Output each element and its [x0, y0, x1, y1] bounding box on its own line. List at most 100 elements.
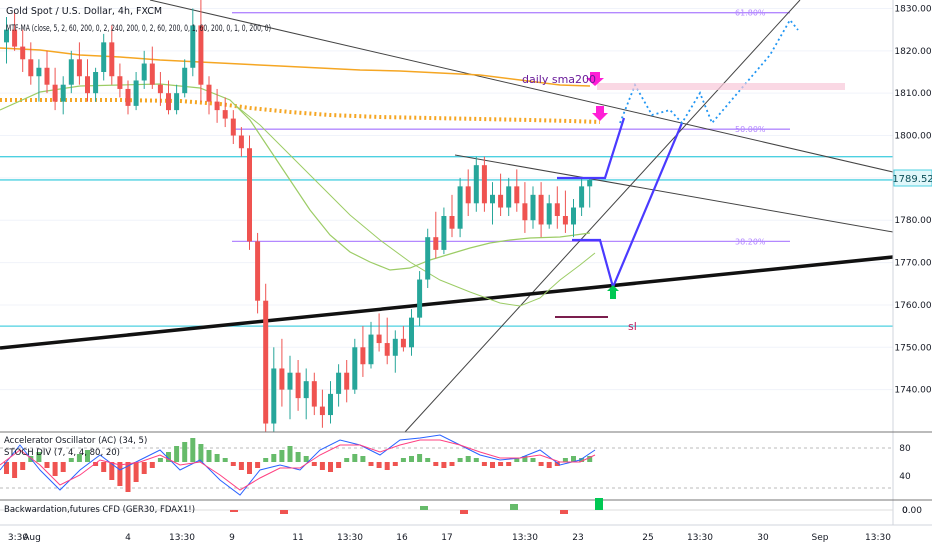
- ac-bar-1: [12, 462, 18, 478]
- ac-bar-14: [117, 462, 123, 486]
- ac-bar-9: [76, 454, 82, 462]
- ac-bar-29: [238, 462, 244, 470]
- bw-bar-0: [230, 510, 238, 512]
- bw-title[interactable]: Backwardation,futures CFD (GER30, FDAX1!…: [4, 505, 195, 515]
- ac-bar-28: [230, 462, 236, 466]
- candle-body-40: [328, 393, 333, 416]
- bw-tick-0: 0.00: [902, 506, 922, 516]
- rising-trendline[interactable]: [404, 0, 801, 433]
- ac-bar-70: [571, 456, 576, 462]
- candle-body-9: [76, 59, 82, 77]
- candle-body-29: [238, 135, 244, 149]
- fib-618-label: 61.80%: [735, 9, 766, 18]
- ac-bar-47: [384, 462, 390, 470]
- ac-bar-41: [336, 462, 342, 468]
- candle-body-69: [562, 216, 568, 225]
- candle-body-51: [417, 279, 423, 318]
- ac-bar-31: [255, 462, 261, 468]
- ac-bar-45: [368, 462, 374, 466]
- candle-body-50: [409, 317, 414, 348]
- ac-bar-64: [522, 456, 528, 462]
- bw-bar-5: [560, 510, 568, 514]
- trendlines: [0, 0, 894, 433]
- ac-bar-43: [352, 454, 358, 462]
- levels: 61.80% 50.00% 38.20%: [0, 9, 893, 327]
- time-label-7: 16: [396, 533, 408, 543]
- daily-sma-label: daily sma200: [522, 73, 596, 86]
- candle-body-64: [522, 203, 528, 221]
- time-label-10: 23: [572, 533, 583, 543]
- candle-body-39: [319, 406, 325, 416]
- ac-bar-36: [295, 452, 301, 462]
- ac-bar-7: [60, 462, 66, 472]
- time-label-5: 11: [292, 533, 303, 543]
- candle-body-30: [247, 148, 252, 242]
- mtf-line[interactable]: MTF-MA (close, 5, 2, 60, 200, 0, 2, 240,…: [6, 24, 271, 34]
- candle-body-24: [198, 25, 204, 85]
- ac-bar-8: [68, 458, 74, 462]
- support-trendline[interactable]: [0, 255, 894, 350]
- candle-body-0: [4, 29, 9, 43]
- candle-body-41: [336, 372, 342, 394]
- grid: [0, 7, 893, 391]
- candle-body-70: [571, 207, 576, 225]
- upper-trendline[interactable]: [149, 0, 894, 173]
- price-tick-8: 1750.00: [894, 343, 931, 353]
- price-axis: 1830.001820.001810.001800.001790.001780.…: [892, 0, 932, 525]
- ac-bar-48: [392, 462, 398, 466]
- stoch-d: [0, 439, 596, 491]
- candle-body-25: [206, 84, 212, 102]
- sma-down-arrow-2: [592, 106, 608, 121]
- target-up-arrow: [607, 285, 619, 299]
- bw-bars: [230, 498, 603, 514]
- projection-up-path[interactable]: [557, 117, 626, 180]
- candle-body-27: [222, 110, 228, 119]
- time-label-15: 13:30: [865, 533, 891, 543]
- ac-bar-30: [247, 462, 252, 474]
- ac-bar-0: [4, 462, 9, 474]
- time-label-2: 4: [125, 533, 131, 543]
- candle-body-42: [344, 372, 350, 390]
- candle-body-31: [255, 241, 261, 301]
- time-label-8: 17: [441, 533, 452, 543]
- candle-body-13: [109, 42, 115, 77]
- time-label-0: 3:30: [8, 533, 28, 543]
- current-price-text: 1789.52: [892, 174, 932, 185]
- time-label-3: 13:30: [169, 533, 195, 543]
- candle-body-14: [117, 76, 123, 89]
- ac-bar-62: [506, 462, 512, 466]
- candle-body-8: [68, 59, 74, 85]
- candle-body-5: [44, 67, 50, 85]
- mid-trendline[interactable]: [454, 154, 894, 233]
- ac-bar-50: [409, 456, 414, 462]
- candle-body-22: [182, 67, 188, 94]
- candle-body-17: [141, 63, 147, 81]
- ac-bar-25: [206, 450, 212, 462]
- ac-bar-20: [166, 452, 171, 462]
- ac-bar-52: [425, 458, 431, 462]
- candle-body-28: [230, 118, 236, 136]
- price-tick-6: 1770.00: [894, 259, 931, 269]
- ac-bar-63: [514, 458, 520, 462]
- osc-title-1[interactable]: Accelerator Oscillator (AC) (34, 5): [4, 436, 147, 446]
- ac-bar-69: [562, 458, 568, 462]
- sma-down-arrow-1: [586, 72, 604, 86]
- candle-body-57: [465, 186, 471, 204]
- ac-bar-35: [287, 446, 293, 462]
- candle-body-26: [214, 101, 220, 111]
- ac-bar-16: [133, 462, 139, 482]
- projection-down-path[interactable]: [572, 122, 684, 291]
- osc-title-2[interactable]: STOCH DIV (7, 4, 4, 80, 20): [4, 448, 120, 458]
- candle-body-52: [425, 237, 431, 280]
- ac-bar-32: [263, 458, 269, 462]
- time-label-11: 25: [642, 533, 653, 543]
- ac-bar-19: [157, 458, 163, 462]
- candle-body-55: [449, 216, 455, 229]
- ac-bar-27: [222, 458, 228, 462]
- symbol-line[interactable]: Gold Spot / U.S. Dollar, 4h, FXCM: [6, 6, 162, 17]
- candle-body-35: [287, 372, 293, 390]
- ac-bar-4: [36, 452, 42, 462]
